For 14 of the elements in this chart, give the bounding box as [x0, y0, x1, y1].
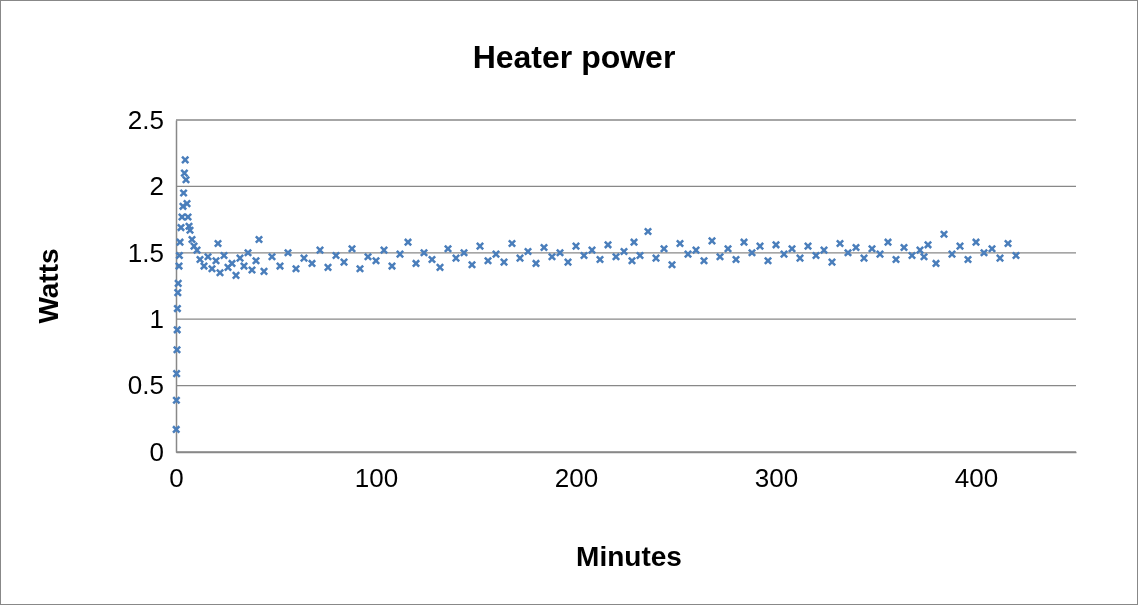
y-tick-label: 2	[149, 171, 164, 202]
x-tick-label: 300	[754, 463, 799, 494]
x-axis-title: Minutes	[576, 541, 682, 572]
y-tick-label: 1.5	[127, 237, 164, 268]
x-tick-label: 100	[354, 463, 399, 494]
y-axis-title: Watts	[33, 248, 64, 324]
y-tick-label: 0	[149, 436, 164, 467]
y-tick-label: 2.5	[127, 104, 164, 135]
x-tick-label: 400	[954, 463, 999, 494]
x-tick-label: 200	[554, 463, 599, 494]
y-tick-label: 1	[149, 304, 164, 335]
chart-title: Heater power	[472, 39, 676, 75]
y-tick-label: 0.5	[127, 370, 164, 401]
x-tick-label: 0	[169, 463, 184, 494]
